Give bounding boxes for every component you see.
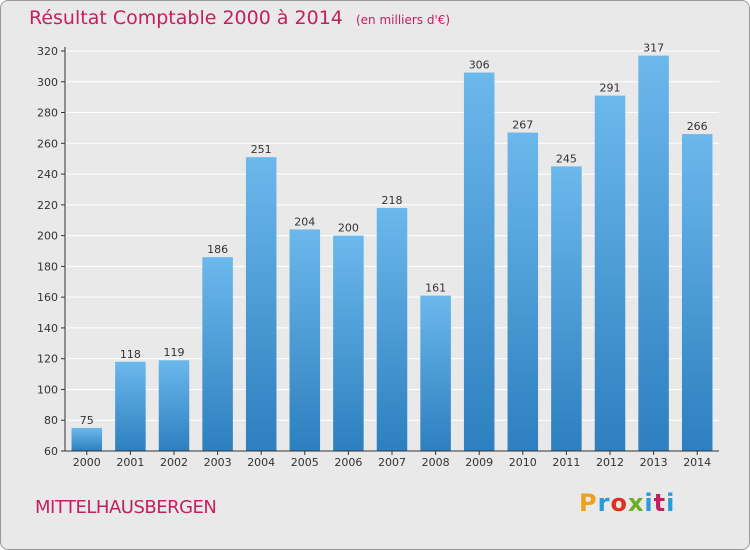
bar-2005 (289, 229, 321, 451)
bar-2012 (594, 95, 626, 451)
x-tick-label: 2007 (378, 456, 406, 469)
value-label: 119 (164, 346, 185, 359)
y-tick-label: 80 (44, 414, 58, 427)
value-label: 245 (556, 152, 577, 165)
axes (61, 47, 719, 455)
y-tick-label: 180 (37, 260, 58, 273)
chart-title: Résultat Comptable 2000 à 2014 (29, 7, 343, 29)
y-tick-label: 240 (37, 168, 58, 181)
value-label: 186 (207, 243, 228, 256)
x-tick-label: 2003 (204, 456, 232, 469)
x-tick-label: 2009 (465, 456, 493, 469)
bar-2007 (376, 207, 408, 451)
y-tick-label: 200 (37, 230, 58, 243)
value-label: 204 (294, 215, 315, 228)
value-label: 317 (643, 42, 664, 55)
x-tick-label: 2013 (640, 456, 668, 469)
value-label: 200 (338, 222, 359, 235)
value-label: 291 (600, 82, 621, 95)
bar-2014 (681, 134, 713, 452)
value-label: 266 (687, 120, 708, 133)
value-label: 75 (80, 414, 94, 427)
x-tick-label: 2006 (334, 456, 362, 469)
chart-subtitle: (en milliers d'€) (355, 13, 451, 27)
y-tick-label: 320 (37, 45, 58, 58)
x-tick-label: 2011 (552, 456, 580, 469)
chart-title-row: Résultat Comptable 2000 à 2014 (en milli… (29, 7, 450, 29)
x-tick-label: 2008 (422, 456, 450, 469)
bar-2002 (158, 360, 190, 451)
x-tick-label: 2012 (596, 456, 624, 469)
labels: 60 80 100 120 140 160 180 200 220 240 260 280 300 320… (37, 42, 711, 469)
bar-2006 (333, 235, 364, 451)
bar-2008 (420, 295, 451, 451)
value-label: 251 (251, 143, 272, 156)
x-tick-label: 2010 (509, 456, 537, 469)
y-tick-label: 220 (37, 199, 58, 212)
bars (71, 55, 713, 452)
y-tick-label: 280 (37, 107, 58, 120)
y-tick-label: 60 (44, 445, 58, 458)
x-tick-label: 2005 (291, 456, 319, 469)
bar-2010 (507, 132, 539, 452)
x-tick-label: 2000 (73, 456, 101, 469)
value-label: 267 (512, 119, 533, 132)
value-label: 218 (382, 194, 403, 207)
y-tick-label: 300 (37, 76, 58, 89)
value-label: 306 (469, 59, 490, 72)
x-tick-label: 2014 (683, 456, 711, 469)
x-tick-label: 2002 (160, 456, 188, 469)
bar-2011 (551, 166, 582, 451)
bar-2001 (115, 361, 146, 451)
bar-2009 (463, 72, 495, 452)
bar-2004 (245, 157, 277, 451)
y-tick-label: 260 (37, 137, 58, 150)
bar-2013 (638, 55, 669, 451)
city-name: MITTELHAUSBERGEN (35, 497, 217, 518)
bar-2000 (71, 427, 103, 451)
y-tick-label: 160 (37, 291, 58, 304)
bar-2003 (202, 257, 233, 451)
y-tick-label: 120 (37, 353, 58, 366)
value-label: 118 (120, 348, 141, 361)
x-tick-label: 2004 (247, 456, 275, 469)
proxiti-logo[interactable]: Proxiti (579, 489, 676, 517)
y-tick-label: 140 (37, 322, 58, 335)
y-tick-label: 100 (37, 383, 58, 396)
x-tick-label: 2001 (116, 456, 144, 469)
value-label: 161 (425, 282, 446, 295)
